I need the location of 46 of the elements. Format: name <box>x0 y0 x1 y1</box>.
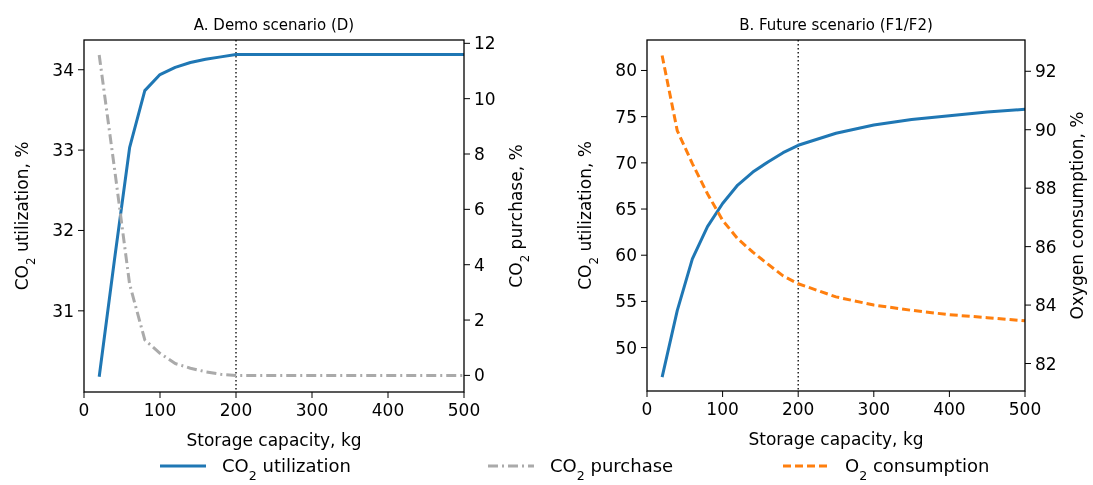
line-series <box>660 107 1027 379</box>
x-tick-label: 100 <box>143 400 177 420</box>
y2-tick-label: 0 <box>474 365 485 386</box>
y2-tick-label: 10 <box>474 88 496 109</box>
x-tick-label: 0 <box>641 399 653 419</box>
chart-title: A. Demo scenario (D) <box>193 16 355 34</box>
y-tick-label: 80 <box>615 60 637 81</box>
legend-label: O$_{2}$ consumption <box>845 455 990 483</box>
y-tick-label: 32 <box>52 220 74 241</box>
x-tick-label: 400 <box>933 399 966 419</box>
y-tick-label: 65 <box>615 199 637 220</box>
y2-tick-label: 92 <box>1035 61 1057 82</box>
y2-tick-label: 88 <box>1035 178 1057 199</box>
y-tick-label: 50 <box>615 337 637 358</box>
x-tick-label: 300 <box>857 399 891 419</box>
y2-tick-label: 82 <box>1035 353 1057 374</box>
x-tick-label: 200 <box>219 400 253 420</box>
y2-tick-label: 12 <box>474 33 496 54</box>
y-tick-label: 34 <box>52 59 74 80</box>
x-axis-title: Storage capacity, kg <box>186 430 362 450</box>
y2-tick-label: 8 <box>474 144 485 165</box>
y-tick-label: 55 <box>615 291 637 312</box>
x-tick-label: 100 <box>706 399 739 419</box>
y-tick-label: 33 <box>52 140 74 161</box>
legend-label: CO$_{2}$ utilization <box>222 455 351 483</box>
x-axis-title: Storage capacity, kg <box>748 429 924 449</box>
y-tick-label: 60 <box>615 245 637 266</box>
y-tick-label: 75 <box>615 106 637 127</box>
y-tick-label: 31 <box>52 300 74 321</box>
x-tick-label: 500 <box>1008 399 1042 419</box>
legend-label: CO$_{2}$ purchase <box>550 455 674 483</box>
y2-tick-label: 90 <box>1035 119 1057 140</box>
x-tick-label: 0 <box>78 400 90 420</box>
x-tick-label: 200 <box>781 399 815 419</box>
chart-title: B. Future scenario (F1/F2) <box>739 16 933 34</box>
y2-axis-title: Oxygen consumption, % <box>1067 111 1087 320</box>
y2-tick-label: 6 <box>474 199 485 220</box>
x-tick-label: 400 <box>371 400 405 420</box>
y2-tick-label: 84 <box>1035 295 1057 316</box>
y-tick-label: 70 <box>615 152 637 173</box>
y2-tick-label: 2 <box>474 310 485 331</box>
x-tick-label: 300 <box>295 400 329 420</box>
line-series <box>660 53 1027 323</box>
x-tick-label: 500 <box>447 400 481 420</box>
y2-tick-label: 4 <box>474 254 485 275</box>
y2-tick-label: 86 <box>1035 236 1057 257</box>
